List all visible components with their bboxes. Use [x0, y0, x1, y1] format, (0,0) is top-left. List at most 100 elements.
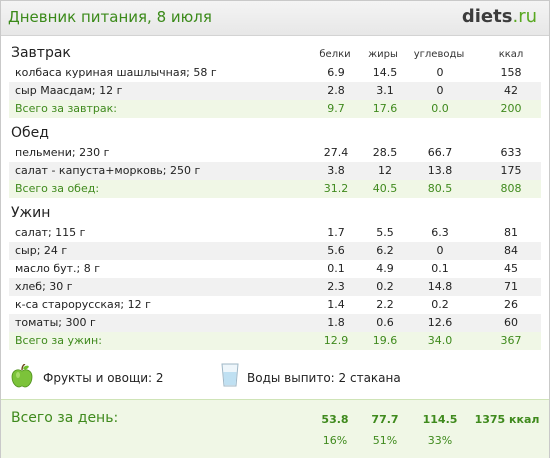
- row-kcal: 175: [500, 164, 522, 177]
- meal-total-row: Всего за ужин: 12.9 19.6 34.0 367: [9, 332, 541, 350]
- row-name: Всего за ужин:: [15, 334, 102, 347]
- row-protein: 12.9: [323, 334, 349, 347]
- row-fat: 28.5: [372, 146, 398, 159]
- row-name: салат - капуста+морковь; 250 г: [15, 164, 201, 177]
- row-fat: 2.2: [376, 298, 394, 311]
- row-carbs: 0.0: [431, 102, 449, 115]
- day-total: Всего за день: 53.8 77.7 114.5 1375 ккал…: [1, 399, 549, 458]
- day-carbs-pct: 33%: [427, 434, 453, 447]
- daily-extras: Фрукты и овощи: 2 Воды выпито: 2 стакана: [9, 363, 541, 391]
- row-protein: 31.2: [323, 182, 349, 195]
- day-fat-pct: 51%: [372, 434, 398, 447]
- fruits-veggies-label: Фрукты и овощи: 2: [43, 371, 164, 385]
- column-header-fat: жиры: [368, 49, 398, 60]
- row-kcal: 84: [504, 244, 518, 257]
- row-name: пельмени; 230 г: [15, 146, 110, 159]
- row-kcal: 45: [504, 262, 518, 275]
- row-kcal: 42: [504, 84, 518, 97]
- row-carbs: 0.2: [431, 298, 449, 311]
- apple-icon: [11, 364, 33, 388]
- row-fat: 5.5: [376, 226, 394, 239]
- meal-title-dinner: Ужин: [11, 205, 51, 221]
- row-kcal: 200: [500, 102, 522, 115]
- row-carbs: 12.6: [427, 316, 453, 329]
- row-kcal: 81: [504, 226, 518, 239]
- food-row: сыр Маасдам; 12 г 2.8 3.1 0 42: [9, 82, 541, 100]
- row-fat: 6.2: [376, 244, 394, 257]
- food-row: сыр; 24 г 5.6 6.2 0 84: [9, 242, 541, 260]
- row-protein: 1.7: [327, 226, 345, 239]
- site-logo[interactable]: diets.ru: [462, 6, 537, 27]
- row-name: сыр; 24 г: [15, 244, 68, 257]
- row-carbs: 13.8: [427, 164, 453, 177]
- row-protein: 2.3: [327, 280, 345, 293]
- row-fat: 12: [378, 164, 392, 177]
- row-carbs: 0: [436, 244, 444, 257]
- food-row: колбаса куриная шашлычная; 58 г 6.9 14.5 0 1…: [9, 64, 541, 82]
- row-protein: 9.7: [327, 102, 345, 115]
- row-kcal: 367: [500, 334, 522, 347]
- meal-total-row: Всего за обед: 31.2 40.5 80.5 808: [9, 180, 541, 198]
- row-name: Всего за обед:: [15, 182, 100, 195]
- row-carbs: 0.1: [431, 262, 449, 275]
- food-row: пельмени; 230 г 27.4 28.5 66.7 633: [9, 144, 541, 162]
- row-protein: 2.8: [327, 84, 345, 97]
- row-kcal: 808: [500, 182, 522, 195]
- row-name: сыр Маасдам; 12 г: [15, 84, 123, 97]
- row-fat: 3.1: [376, 84, 394, 97]
- column-header-protein: белки: [319, 49, 351, 60]
- panel-header: Дневник питания, 8 июля diets.ru: [1, 1, 549, 36]
- row-kcal: 71: [504, 280, 518, 293]
- row-protein: 0.1: [327, 262, 345, 275]
- day-fat: 77.7: [371, 413, 399, 426]
- logo-suffix: .ru: [512, 6, 537, 27]
- row-fat: 4.9: [376, 262, 394, 275]
- row-protein: 1.4: [327, 298, 345, 311]
- row-fat: 19.6: [372, 334, 398, 347]
- row-fat: 0.2: [376, 280, 394, 293]
- food-row: масло бут.; 8 г 0.1 4.9 0.1 45: [9, 260, 541, 278]
- row-name: колбаса куриная шашлычная; 58 г: [15, 66, 217, 79]
- logo-main: diets: [461, 6, 513, 27]
- row-carbs: 6.3: [431, 226, 449, 239]
- row-kcal: 26: [504, 298, 518, 311]
- meal-title-breakfast: Завтрак: [11, 45, 71, 61]
- day-kcal: 1375 ккал: [474, 413, 540, 426]
- day-protein: 53.8: [321, 413, 349, 426]
- row-protein: 1.8: [327, 316, 345, 329]
- food-row: к-са старорусская; 12 г 1.4 2.2 0.2 26: [9, 296, 541, 314]
- food-row: томаты; 300 г 1.8 0.6 12.6 60: [9, 314, 541, 332]
- food-row: хлеб; 30 г 2.3 0.2 14.8 71: [9, 278, 541, 296]
- meal-total-row: Всего за завтрак: 9.7 17.6 0.0 200: [9, 100, 541, 118]
- row-name: масло бут.; 8 г: [15, 262, 101, 275]
- column-header-kcal: ккал: [498, 49, 524, 60]
- row-fat: 40.5: [372, 182, 398, 195]
- day-total-title: Всего за день:: [11, 410, 119, 426]
- row-fat: 17.6: [372, 102, 398, 115]
- meal-title-lunch: Обед: [11, 125, 49, 141]
- row-carbs: 0: [436, 84, 444, 97]
- water-label: Воды выпито: 2 стакана: [247, 371, 401, 385]
- row-carbs: 14.8: [427, 280, 453, 293]
- page-title: Дневник питания, 8 июля: [8, 8, 212, 26]
- row-name: томаты; 300 г: [15, 316, 96, 329]
- day-protein-pct: 16%: [322, 434, 348, 447]
- day-carbs: 114.5: [422, 413, 458, 426]
- column-header-carbs: углеводы: [413, 49, 465, 60]
- row-protein: 5.6: [327, 244, 345, 257]
- glass-icon: [221, 363, 239, 387]
- row-fat: 14.5: [372, 66, 398, 79]
- row-kcal: 158: [500, 66, 522, 79]
- row-kcal: 60: [504, 316, 518, 329]
- row-carbs: 34.0: [427, 334, 453, 347]
- row-name: хлеб; 30 г: [15, 280, 73, 293]
- row-kcal: 633: [500, 146, 522, 159]
- row-name: к-са старорусская; 12 г: [15, 298, 151, 311]
- row-protein: 27.4: [323, 146, 349, 159]
- row-name: Всего за завтрак:: [15, 102, 118, 115]
- row-carbs: 80.5: [427, 182, 453, 195]
- food-row: салат; 115 г 1.7 5.5 6.3 81: [9, 224, 541, 242]
- row-fat: 0.6: [376, 316, 394, 329]
- row-name: салат; 115 г: [15, 226, 86, 239]
